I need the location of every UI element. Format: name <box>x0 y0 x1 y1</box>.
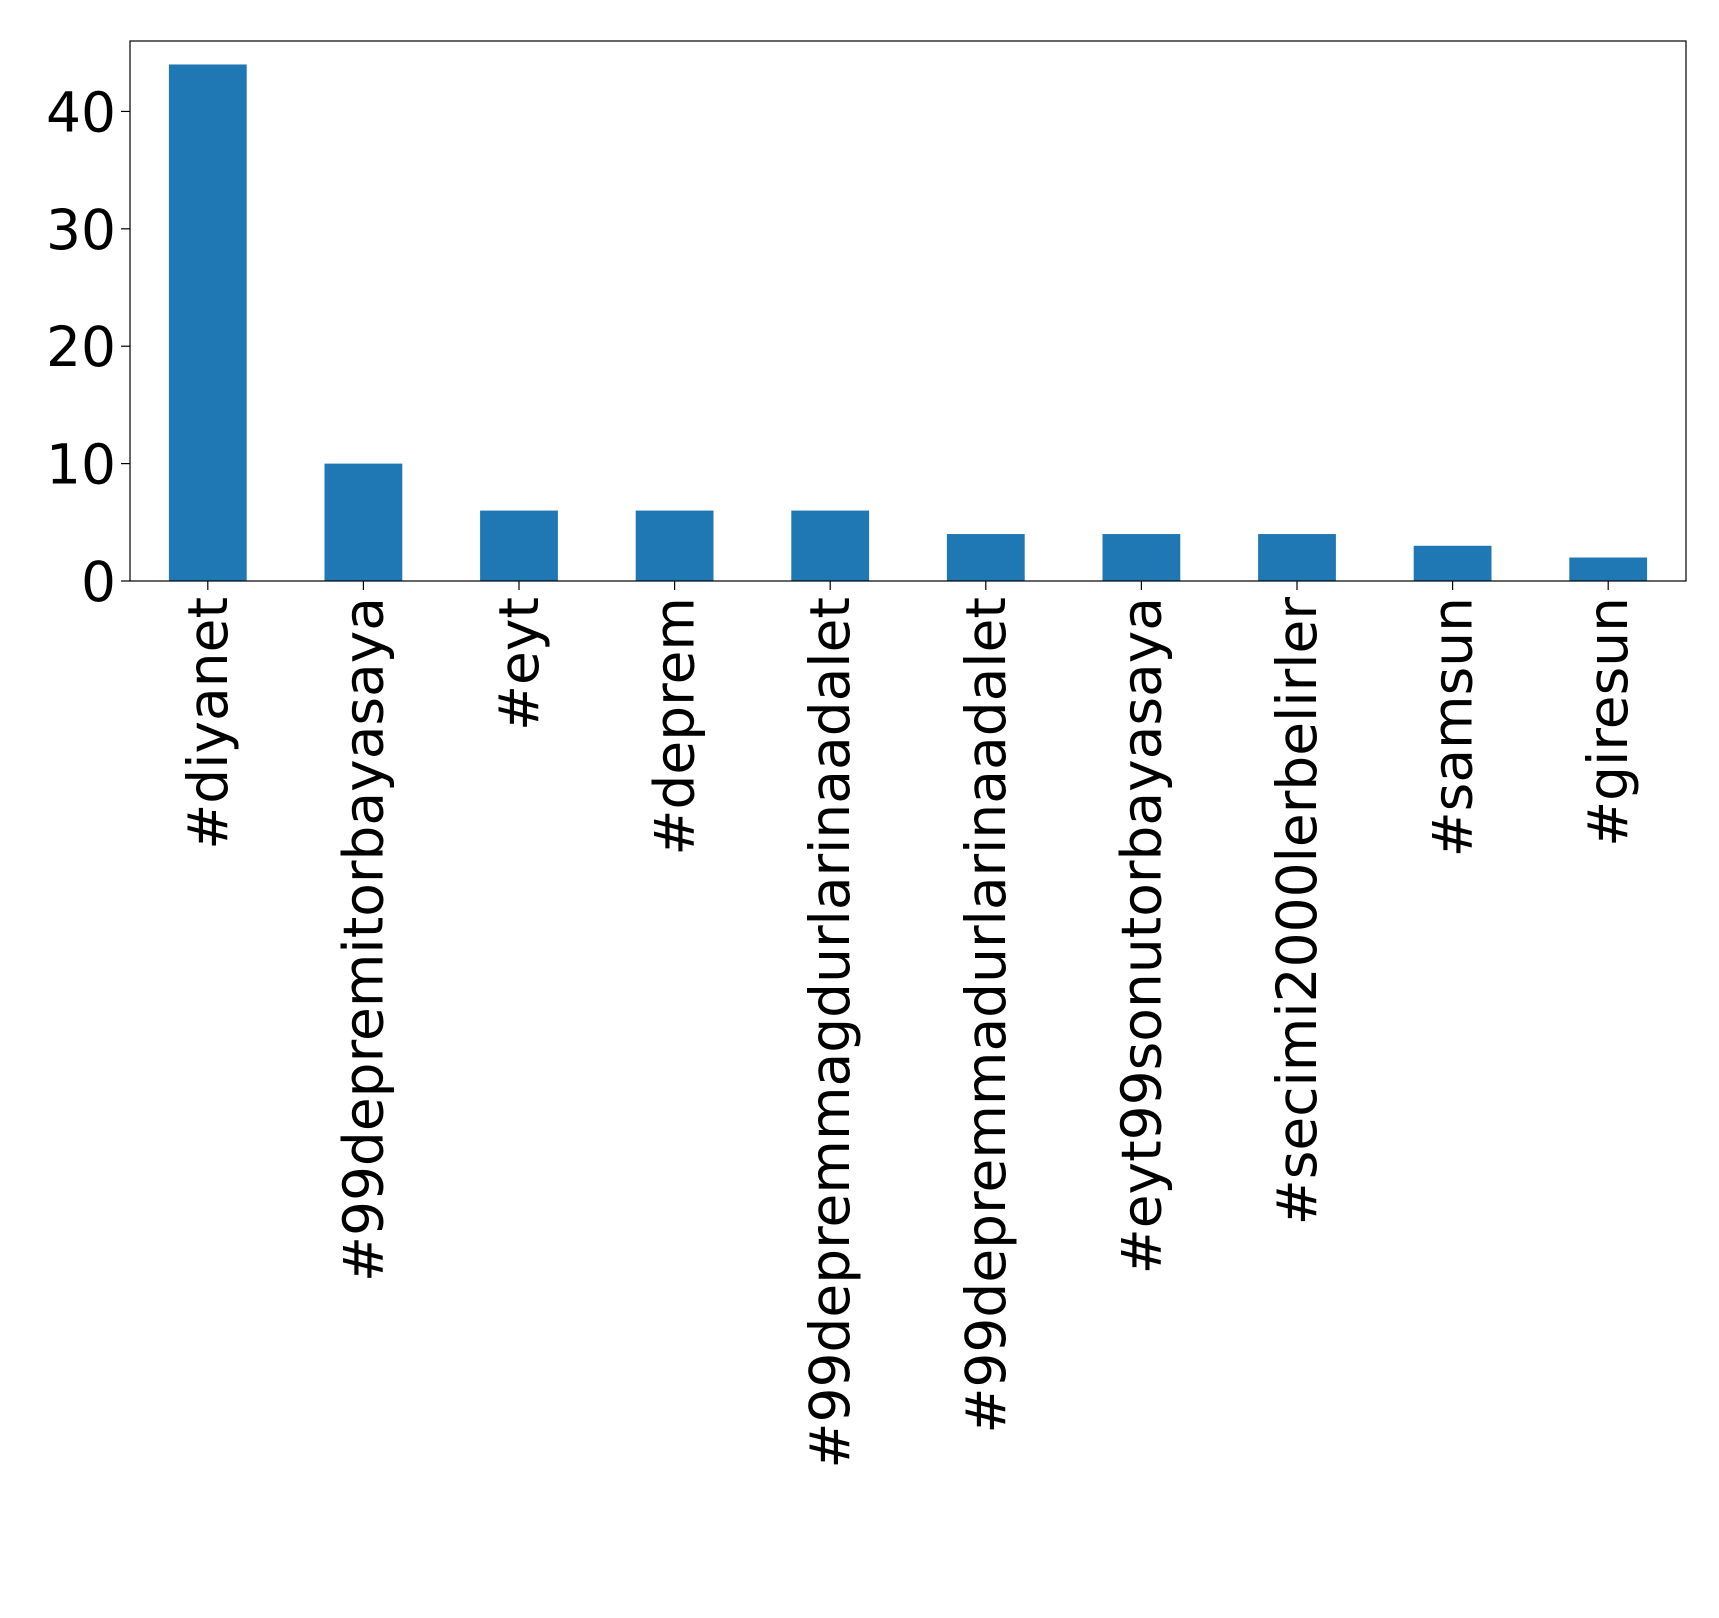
y-tick-label: 40 <box>46 80 116 144</box>
bar-giresun <box>1569 557 1648 581</box>
x-tick-label: #99depremitorbayasaya <box>331 597 395 1282</box>
bar-eyt99sonutorbayasaya <box>1102 534 1181 581</box>
bar-eyt <box>480 510 558 581</box>
bar-samsun <box>1413 545 1492 581</box>
x-tick-label: #99depremmadurlarinaadalet <box>954 597 1018 1434</box>
bar-deprem <box>635 510 714 581</box>
bar-99depremmadurlarinaadalet <box>946 534 1025 581</box>
x-tick-label: #eyt99sonutorbayasaya <box>1109 597 1173 1274</box>
bar-diyanet <box>168 64 247 581</box>
y-tick-label: 20 <box>46 315 116 379</box>
y-tick-label: 10 <box>46 433 116 497</box>
x-tick-label: #diyanet <box>176 597 240 850</box>
bar-secimi2000lerbelirler <box>1258 534 1336 581</box>
bar-99depremitorbayasaya <box>324 463 403 581</box>
x-tick-label: #eyt <box>487 597 551 731</box>
x-tick-label: #giresun <box>1576 597 1640 847</box>
x-tick-label: #secimi2000lerbelirler <box>1265 597 1329 1226</box>
x-tick-label: #samsun <box>1421 597 1485 857</box>
x-tick-label: #deprem <box>643 597 707 856</box>
y-tick-label: 30 <box>46 198 116 262</box>
bars-layer <box>168 64 1648 581</box>
bar-99depremmagdurlarinaadalet <box>791 510 870 581</box>
labels-layer: 0 10 20 30 40 #diyanet #99depremitorbayasaya #e… <box>46 80 1640 1468</box>
x-tick-label: #99depremmagdurlarinaadalet <box>798 597 862 1469</box>
plot-frame <box>129 40 1687 582</box>
axes-layer <box>121 40 1687 590</box>
y-tick-label: 0 <box>81 550 116 614</box>
